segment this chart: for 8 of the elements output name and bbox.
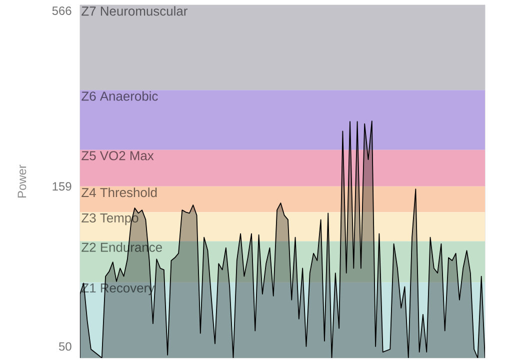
band-label: Z6 Anaerobic xyxy=(82,91,158,101)
y-axis-title: Power xyxy=(18,164,26,198)
band-label: Z5 VO2 Max xyxy=(82,151,154,160)
y-tick-label: 50 xyxy=(58,342,72,351)
y-tick-label: 566 xyxy=(52,6,72,15)
y-tick-label: 159 xyxy=(52,182,72,191)
band-label: Z7 Neuromuscular xyxy=(82,6,188,16)
band-label: Z4 Threshold xyxy=(82,188,157,198)
